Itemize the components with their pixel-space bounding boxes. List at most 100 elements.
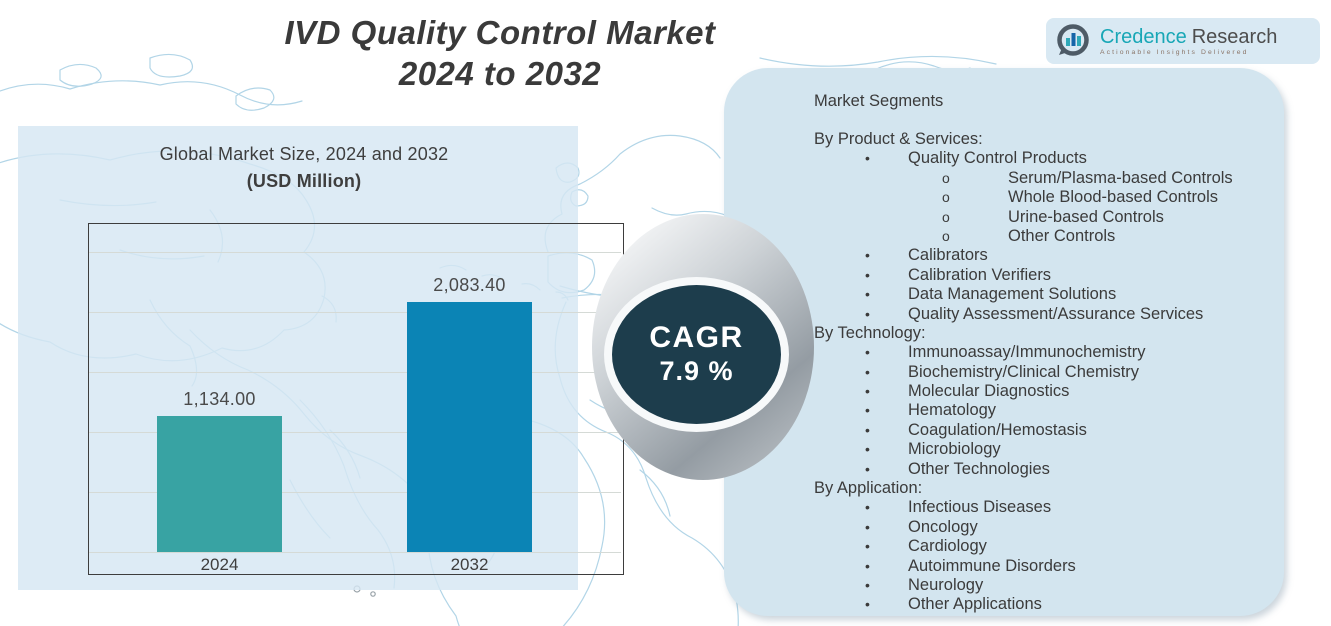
segment-item: • Quality Assessment/Assurance Services <box>724 305 1284 324</box>
page-title: IVD Quality Control Market 2024 to 2032 <box>190 14 810 93</box>
segment-subitem: o Other Controls <box>724 227 1284 246</box>
bullet-icon: • <box>865 344 870 361</box>
segment-text: Oncology <box>908 517 978 536</box>
segment-item: • Microbiology <box>724 440 1284 459</box>
bullet-icon: • <box>865 460 870 477</box>
segment-group-label: By Application: <box>724 479 1284 498</box>
bullet-icon: • <box>865 421 870 438</box>
circle-bullet-icon: o <box>942 169 950 186</box>
segment-text: Hematology <box>908 401 997 420</box>
bullet-icon: • <box>865 576 870 593</box>
segment-item: • Biochemistry/Clinical Chemistry <box>724 363 1284 382</box>
segment-text: Other Technologies <box>908 459 1050 478</box>
segment-item: • Calibration Verifiers <box>724 266 1284 285</box>
segment-text: Other Applications <box>908 595 1042 614</box>
bullet-icon: • <box>865 247 870 264</box>
circle-bullet-icon: o <box>942 227 950 244</box>
grid-line <box>89 252 621 253</box>
page-title-line1: IVD Quality Control Market <box>284 14 716 51</box>
segment-text: Quality Assessment/Assurance Services <box>908 304 1204 323</box>
segment-text: By Technology: <box>814 323 926 342</box>
circle-bullet-icon: o <box>942 208 950 225</box>
cagr-label: CAGR <box>649 320 744 354</box>
segment-text: Microbiology <box>908 440 1001 459</box>
segment-text: Immunoassay/Immunochemistry <box>908 343 1146 362</box>
grid-line <box>89 312 621 313</box>
segment-item: • Coagulation/Hemostasis <box>724 421 1284 440</box>
segment-item: • Oncology <box>724 518 1284 537</box>
bullet-icon: • <box>865 383 870 400</box>
bullet-icon: • <box>865 518 870 535</box>
bullet-icon: • <box>865 363 870 380</box>
segment-text: Urine-based Controls <box>1008 207 1164 226</box>
segment-text: Coagulation/Hemostasis <box>908 420 1087 439</box>
bullet-icon: • <box>865 441 870 458</box>
logo-name-secondary: Research <box>1191 25 1278 48</box>
chart-subtitle: (USD Million) <box>246 171 362 191</box>
segment-item: • Hematology <box>724 401 1284 420</box>
market-segments-heading: Market Segments <box>814 92 944 110</box>
cagr-value: 7.9 % <box>659 356 734 387</box>
bullet-icon: • <box>865 305 870 322</box>
x-axis-label: 2032 <box>450 555 489 574</box>
bullet-icon: • <box>865 596 870 613</box>
segment-group-label: By Product & Services: <box>724 130 1284 149</box>
market-segments-panel: Market Segments By Product & Services: • Q… <box>724 68 1284 616</box>
bullet-icon: • <box>865 150 870 167</box>
segment-text: By Application: <box>814 479 923 498</box>
bullet-icon: • <box>865 557 870 574</box>
segment-text: Autoimmune Disorders <box>908 556 1076 575</box>
cagr-badge: CAGR 7.9 % <box>612 285 781 424</box>
segment-text: Neurology <box>908 575 984 594</box>
chart-title: Global Market Size, 2024 and 2032 <box>159 144 449 164</box>
segment-item: • Neurology <box>724 576 1284 595</box>
segment-text: Calibration Verifiers <box>908 265 1052 284</box>
bullet-icon: • <box>865 286 870 303</box>
x-axis-label: 2024 <box>200 555 239 574</box>
bullet-icon: • <box>865 402 870 419</box>
segment-text: Quality Control Products <box>908 149 1087 168</box>
market-segments-list: By Product & Services: • Quality Control P… <box>724 130 1284 615</box>
segment-item: • Infectious Diseases <box>724 498 1284 517</box>
logo-name-primary: Credence <box>1100 25 1187 48</box>
segment-subitem: o Urine-based Controls <box>724 208 1284 227</box>
segment-text: Other Controls <box>1008 226 1116 245</box>
segment-item: • Quality Control Products <box>724 149 1284 168</box>
bullet-icon: • <box>865 266 870 283</box>
credence-research-logo: Credence Research Actionable Insights Del… <box>1046 18 1320 64</box>
segment-item: • Other Applications <box>724 595 1284 614</box>
segment-item: • Immunoassay/Immunochemistry <box>724 343 1284 362</box>
segment-text: Data Management Solutions <box>908 285 1117 304</box>
segment-item: • Autoimmune Disorders <box>724 557 1284 576</box>
circle-bullet-icon: o <box>942 189 950 206</box>
segment-text: Infectious Diseases <box>908 498 1052 517</box>
segment-text: Biochemistry/Clinical Chemistry <box>908 362 1140 381</box>
segment-subitem: o Whole Blood-based Controls <box>724 188 1284 207</box>
logo-tagline: Actionable Insights Delivered <box>1100 48 1249 56</box>
page-title-line2: 2024 to 2032 <box>398 55 602 92</box>
bullet-icon: • <box>865 499 870 516</box>
logo-text: Credence Research Actionable Insights Del… <box>1100 27 1277 56</box>
segment-subitem: o Serum/Plasma-based Controls <box>724 169 1284 188</box>
bullet-icon: • <box>865 538 870 555</box>
segment-text: Whole Blood-based Controls <box>1008 188 1219 207</box>
grid-line <box>89 372 621 373</box>
segment-item: • Cardiology <box>724 537 1284 556</box>
segment-item: • Calibrators <box>724 246 1284 265</box>
bar-2032 <box>407 301 532 552</box>
segment-text: Serum/Plasma-based Controls <box>1008 168 1233 187</box>
grid-line <box>89 492 621 493</box>
chart-heading: Global Market Size, 2024 and 2032 (USD M… <box>88 144 520 192</box>
segment-text: Cardiology <box>908 537 987 556</box>
segment-item: • Other Technologies <box>724 460 1284 479</box>
grid-line <box>89 432 621 433</box>
market-segments-content: Market Segments By Product & Services: • Q… <box>724 92 1284 615</box>
segment-item: • Data Management Solutions <box>724 285 1284 304</box>
segment-text: Molecular Diagnostics <box>908 382 1070 401</box>
bar-2024 <box>157 415 282 552</box>
logo-name: Credence Research <box>1100 27 1277 47</box>
segment-text: Calibrators <box>908 246 988 265</box>
bar-value-label: 2,083.40 <box>433 274 506 295</box>
bar-chart-bubble-icon <box>1057 24 1089 56</box>
